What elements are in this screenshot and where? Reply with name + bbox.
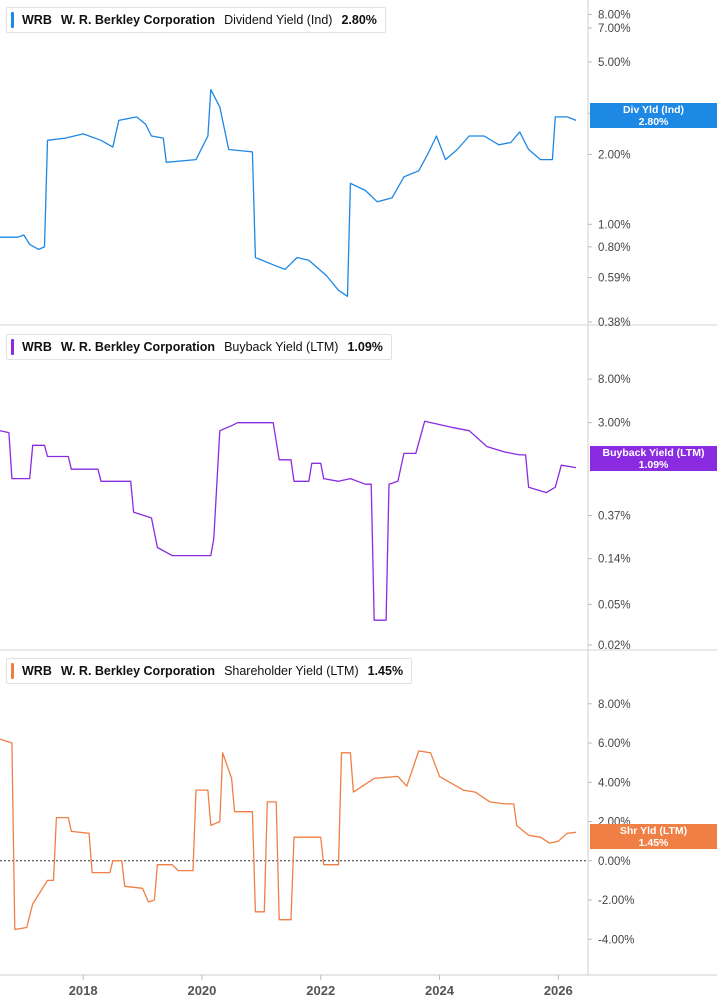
- legend-company: W. R. Berkley Corporation: [60, 13, 216, 27]
- badge-label: Div Yld (Ind): [622, 104, 685, 116]
- y-tick-label: 0.00%: [598, 856, 631, 868]
- y-tick-label: 8.00%: [598, 9, 631, 21]
- y-tick-label: 0.14%: [598, 554, 631, 566]
- badge-shareholder-yield: Shr Yld (LTM) 1.45%: [590, 824, 717, 849]
- y-tick-label: 7.00%: [598, 23, 631, 35]
- legend-metric: Dividend Yield (Ind): [224, 13, 333, 27]
- legend-value: 1.45%: [367, 664, 404, 678]
- y-tick-label: -4.00%: [598, 934, 634, 946]
- x-tick-label: 2020: [187, 983, 216, 998]
- y-tick-label: 5.00%: [598, 57, 631, 69]
- legend-metric: Shareholder Yield (LTM): [224, 664, 359, 678]
- y-tick-label: 3.00%: [598, 418, 631, 430]
- badge-value: 1.45%: [638, 837, 669, 849]
- y-tick-label: 0.37%: [598, 511, 631, 523]
- legend-shareholder-yield: WRB W. R. Berkley Corporation Shareholde…: [6, 658, 413, 684]
- x-tick-label: 2022: [306, 983, 335, 998]
- legend-ticker: WRB: [22, 664, 52, 678]
- series-line: [0, 88, 577, 297]
- badge-dividend-yield: Div Yld (Ind) 2.80%: [590, 103, 717, 128]
- y-tick-label: 8.00%: [598, 699, 631, 711]
- legend-metric: Buyback Yield (LTM): [224, 340, 339, 354]
- legend-company: W. R. Berkley Corporation: [60, 340, 216, 354]
- series-color-swatch: [11, 663, 14, 679]
- series-line: [0, 420, 577, 621]
- badge-label: Shr Yld (LTM): [619, 825, 688, 837]
- badge-buyback-yield: Buyback Yield (LTM) 1.09%: [590, 446, 717, 471]
- legend-dividend-yield: WRB W. R. Berkley Corporation Dividend Y…: [6, 7, 386, 33]
- y-tick-label: 0.59%: [598, 273, 631, 285]
- legend-value: 2.80%: [341, 13, 377, 27]
- x-tick-label: 2026: [544, 983, 573, 998]
- y-tick-label: 8.00%: [598, 374, 631, 386]
- y-tick-label: 6.00%: [598, 738, 631, 750]
- legend-ticker: WRB: [22, 13, 52, 27]
- legend-company: W. R. Berkley Corporation: [60, 664, 216, 678]
- legend-ticker: WRB: [22, 340, 52, 354]
- y-tick-label: 4.00%: [598, 777, 631, 789]
- x-tick-label: 2018: [69, 983, 98, 998]
- badge-label: Buyback Yield (LTM): [602, 447, 705, 459]
- y-tick-label: 0.02%: [598, 640, 631, 652]
- y-tick-label: 2.00%: [598, 149, 631, 161]
- legend-buyback-yield: WRB W. R. Berkley Corporation Buyback Yi…: [6, 334, 392, 360]
- badge-value: 2.80%: [638, 116, 669, 128]
- legend-value: 1.09%: [347, 340, 383, 354]
- y-tick-label: 0.38%: [598, 317, 631, 329]
- y-tick-label: 0.05%: [598, 599, 631, 611]
- badge-value: 1.09%: [638, 459, 669, 471]
- x-tick-label: 2024: [425, 983, 455, 998]
- y-tick-label: -2.00%: [598, 895, 634, 907]
- series-color-swatch: [11, 339, 14, 355]
- y-tick-label: 0.80%: [598, 242, 631, 254]
- series-line: [0, 738, 577, 931]
- series-color-swatch: [11, 12, 14, 28]
- y-tick-label: 1.00%: [598, 219, 631, 231]
